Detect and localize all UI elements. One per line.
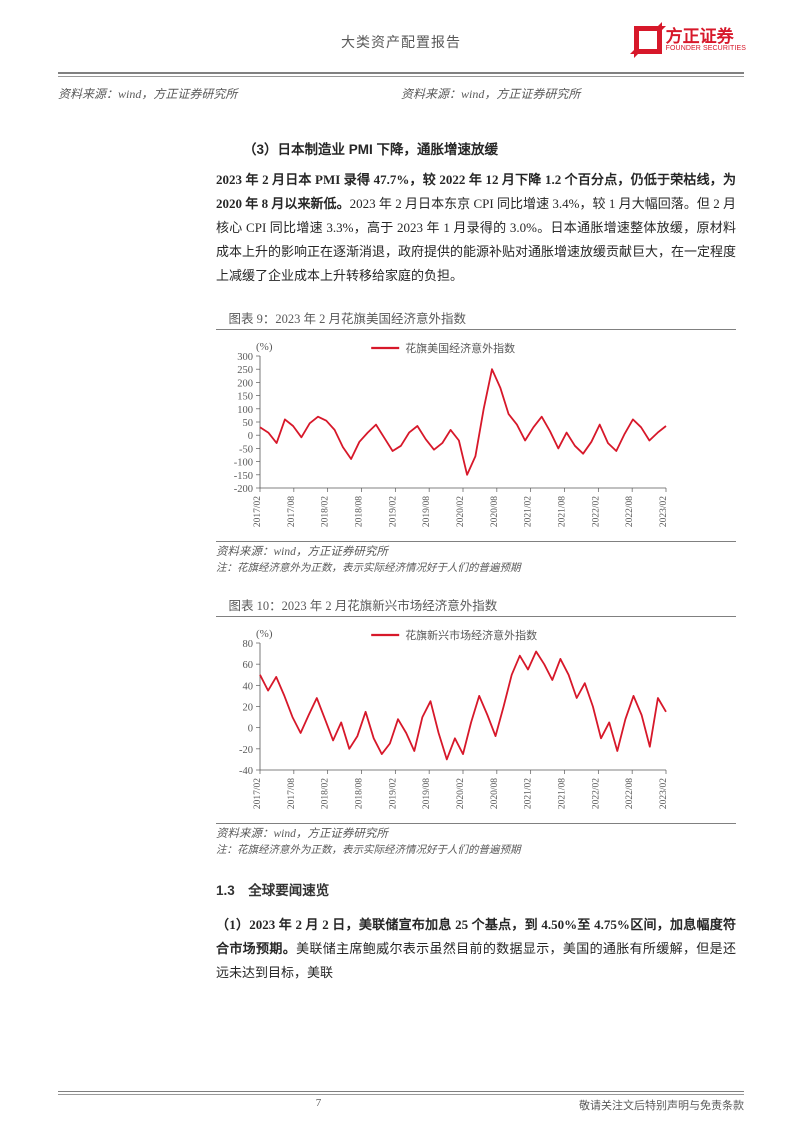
svg-text:2019/08: 2019/08 [422,496,432,527]
page-number: 7 [316,1097,322,1113]
svg-text:2022/08: 2022/08 [625,496,635,527]
svg-text:2022/08: 2022/08 [625,778,635,809]
svg-text:-40: -40 [239,766,253,777]
svg-text:2019/02: 2019/02 [388,778,398,809]
section-1-3-title: 1.3 全球要闻速览 [216,879,736,899]
svg-text:花旗美国经济意外指数: 花旗美国经济意外指数 [405,341,515,355]
svg-text:2023/02: 2023/02 [659,778,669,809]
svg-text:2017/02: 2017/02 [253,496,263,527]
svg-text:2019/02: 2019/02 [388,496,398,527]
section-3-paragraph: 2023 年 2 月日本 PMI 录得 47.7%，较 2022 年 12 月下… [216,168,736,288]
chart-10-title: 图表 10：2023 年 2 月花旗新兴市场经济意外指数 [216,591,736,616]
svg-text:2018/08: 2018/08 [355,778,365,809]
svg-text:50: 50 [243,418,254,429]
svg-text:2018/02: 2018/02 [321,778,331,809]
svg-text:300: 300 [237,352,253,363]
svg-text:花旗新兴市场经济意外指数: 花旗新兴市场经济意外指数 [405,628,537,642]
chart-9: (%) 花旗美国经济意外指数 -200 -150 -100 -50 0 50 100 150 200… [216,332,736,541]
svg-text:2022/02: 2022/02 [591,778,601,809]
logo-icon [634,26,662,54]
svg-text:(%): (%) [256,341,273,353]
svg-text:2023/02: 2023/02 [659,496,669,527]
svg-text:2017/02: 2017/02 [253,778,263,809]
svg-text:80: 80 [243,639,254,650]
svg-text:250: 250 [237,365,253,376]
section-3-title: （3）日本制造业 PMI 下降，通胀增速放缓 [216,138,736,158]
svg-text:150: 150 [237,392,253,403]
svg-text:2020/02: 2020/02 [456,496,466,527]
svg-text:100: 100 [237,405,253,416]
svg-text:(%): (%) [256,628,273,640]
logo-cn: 方正证券 [666,28,746,45]
chart-10-note: 注：花旗经济意外为正数，表示实际经济情况好于人们的普遍预期 [216,843,736,859]
chart-9-note: 注：花旗经济意外为正数，表示实际经济情况好于人们的普遍预期 [216,561,736,577]
svg-text:40: 40 [243,682,254,693]
svg-text:2020/02: 2020/02 [456,778,466,809]
svg-text:2017/08: 2017/08 [287,778,297,809]
svg-text:2021/08: 2021/08 [558,778,568,809]
svg-text:2018/02: 2018/02 [321,496,331,527]
svg-text:2019/08: 2019/08 [422,778,432,809]
source-left: 资料来源：wind，方正证券研究所 [58,85,401,102]
chart-9-source: 资料来源：wind，方正证券研究所 [216,541,736,561]
svg-text:2020/08: 2020/08 [490,496,500,527]
svg-text:2022/02: 2022/02 [591,496,601,527]
svg-text:-20: -20 [239,745,253,756]
footer-disclaimer: 敬请关注文后特别声明与免责条款 [579,1097,744,1113]
svg-text:60: 60 [243,660,254,671]
svg-text:0: 0 [248,724,253,735]
chart-9-title: 图表 9：2023 年 2 月花旗美国经济意外指数 [216,304,736,329]
svg-text:-100: -100 [234,458,253,469]
source-right: 资料来源：wind，方正证券研究所 [401,85,580,102]
svg-text:2017/08: 2017/08 [287,496,297,527]
svg-text:20: 20 [243,703,254,714]
svg-text:2021/02: 2021/02 [524,496,534,527]
svg-text:-200: -200 [234,484,253,495]
svg-text:2018/08: 2018/08 [355,496,365,527]
svg-text:2021/08: 2021/08 [558,496,568,527]
logo-en: FOUNDER SECURITIES [666,45,746,52]
chart-10-source: 资料来源：wind，方正证券研究所 [216,823,736,843]
chart-10: (%) 花旗新兴市场经济意外指数 -40 -20 0 20 40 60 80 2017/02 201… [216,619,736,823]
svg-text:0: 0 [248,431,253,442]
svg-text:2020/08: 2020/08 [490,778,500,809]
para-fed: （1）2023 年 2 月 2 日，美联储宣布加息 25 个基点，到 4.50%… [216,913,736,985]
svg-text:-150: -150 [234,471,253,482]
svg-text:-50: -50 [239,445,253,456]
svg-text:200: 200 [237,379,253,390]
brand-logo: 方正证券 FOUNDER SECURITIES [634,26,746,54]
svg-text:2021/02: 2021/02 [524,778,534,809]
